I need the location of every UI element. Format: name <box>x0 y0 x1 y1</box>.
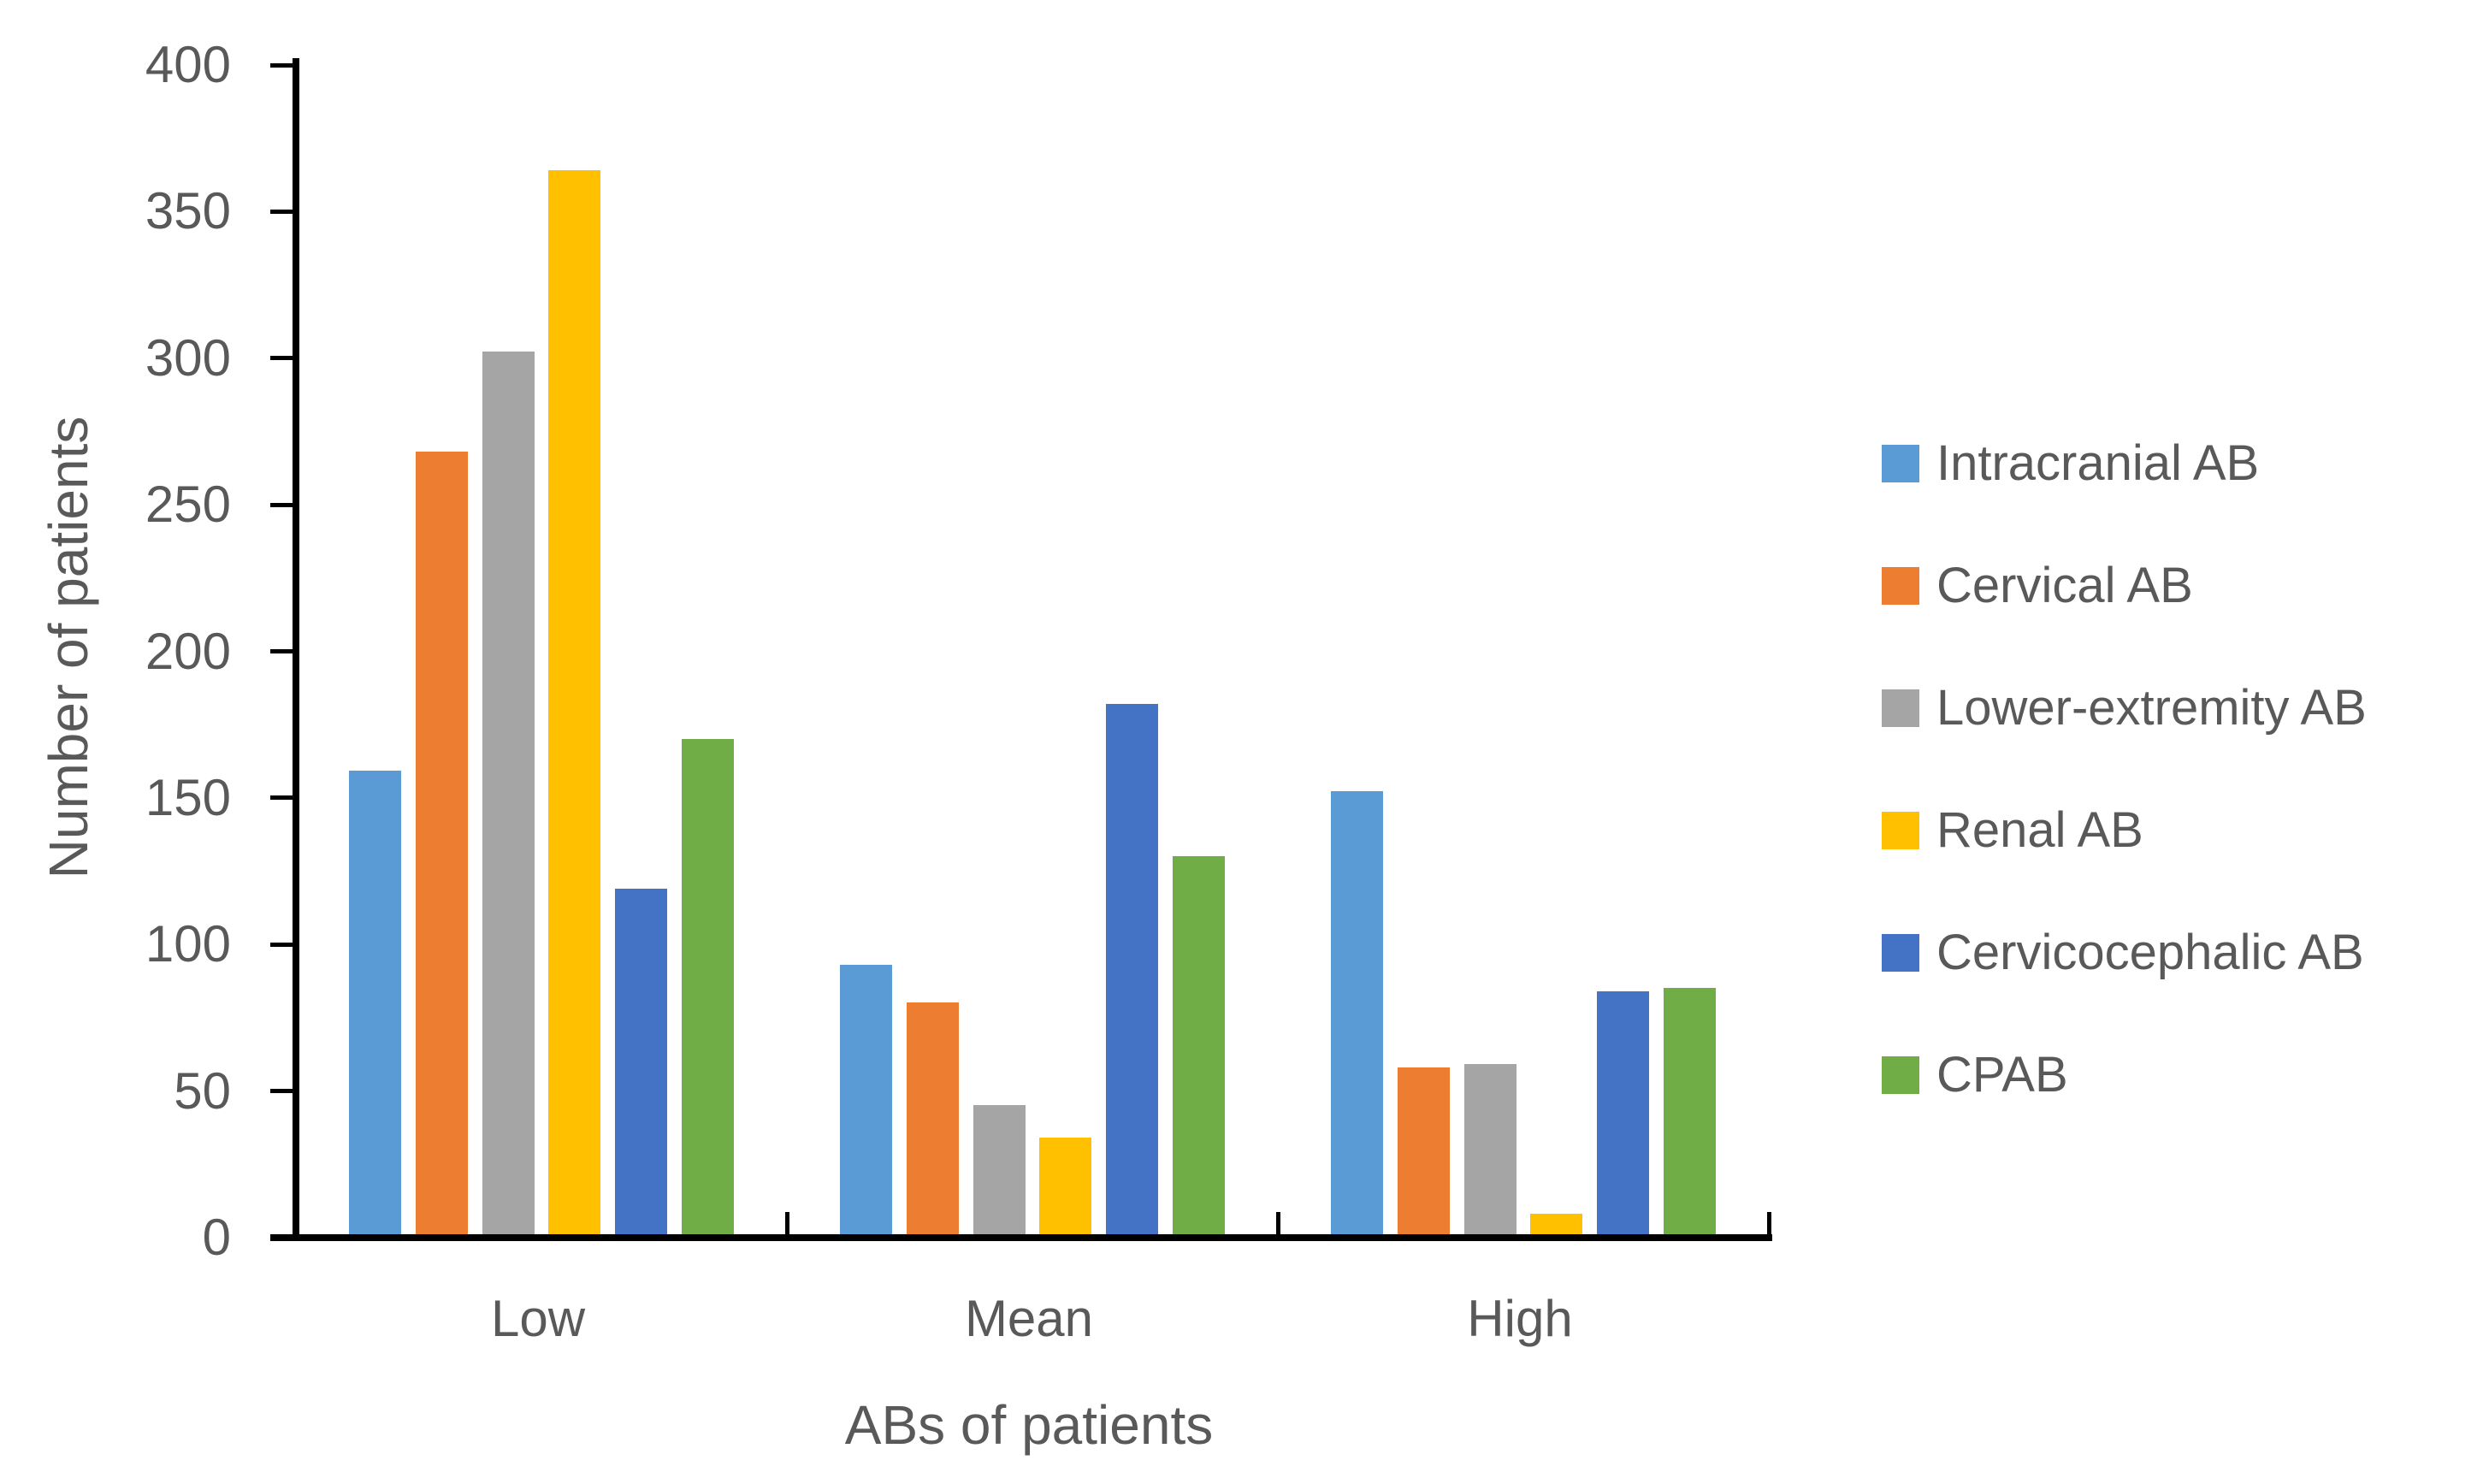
legend-swatch-renal-ab <box>1882 812 1919 849</box>
y-tick-label: 150 <box>145 768 231 826</box>
legend-label-cervicocephalic-ab: Cervicocephalic AB <box>1936 925 2364 980</box>
bar-renal-ab-high <box>1530 1214 1583 1234</box>
bar-cervicocephalic-ab-high <box>1597 990 1650 1234</box>
y-tick-label: 300 <box>145 328 231 387</box>
y-axis-tick <box>270 795 293 801</box>
bar-renal-ab-low <box>548 169 601 1234</box>
bar-cpab-mean <box>1172 855 1225 1234</box>
y-tick-label: 200 <box>145 622 231 680</box>
y-tick-label: 250 <box>145 476 231 534</box>
legend-label-intracranial-ab: Intracranial AB <box>1936 435 2260 491</box>
bar-cervical-ab-mean <box>906 1002 959 1234</box>
y-axis-tick <box>270 502 293 507</box>
x-axis-title: ABs of patients <box>844 1394 1214 1456</box>
bar-cervicocephalic-ab-low <box>615 888 668 1234</box>
bar-cpab-high <box>1663 988 1716 1234</box>
category-label-high: High <box>1467 1290 1573 1347</box>
bar-cervical-ab-low <box>415 451 468 1234</box>
category-label-low: Low <box>490 1290 586 1347</box>
bar-intracranial-ab-mean <box>840 964 893 1234</box>
legend-label-cpab: CPAB <box>1936 1047 2068 1103</box>
y-tick-label: 400 <box>145 36 231 93</box>
legend-label-renal-ab: Renal AB <box>1936 802 2143 858</box>
bar-lower-extremity-ab-low <box>482 352 535 1234</box>
x-axis-line <box>270 1234 1772 1241</box>
legend-item-cervicocephalic-ab: Cervicocephalic AB <box>1882 928 2364 978</box>
y-axis-tick <box>270 942 293 947</box>
bar-cpab-low <box>681 738 734 1234</box>
bar-intracranial-ab-low <box>349 771 402 1234</box>
legend-swatch-cervicocephalic-ab <box>1882 934 1919 972</box>
legend-swatch-intracranial-ab <box>1882 445 1919 482</box>
y-axis-tick <box>270 356 293 361</box>
y-axis-tick <box>270 1235 293 1240</box>
legend-swatch-cpab <box>1882 1056 1919 1094</box>
x-axis-boundary-tick <box>1275 1212 1280 1234</box>
bar-renal-ab-mean <box>1039 1137 1092 1234</box>
legend-swatch-cervical-ab <box>1882 567 1919 605</box>
bar-intracranial-ab-high <box>1331 791 1384 1234</box>
y-axis-tick <box>270 649 293 653</box>
bar-lower-extremity-ab-high <box>1463 1064 1516 1234</box>
x-axis-boundary-tick <box>1766 1212 1771 1234</box>
bar-cervicocephalic-ab-mean <box>1106 703 1159 1234</box>
legend-label-lower-extremity-ab: Lower-extremity AB <box>1936 680 2367 736</box>
y-axis-tick <box>270 209 293 214</box>
y-axis-tick <box>270 62 293 68</box>
y-axis-tick <box>270 1089 293 1094</box>
category-label-mean: Mean <box>964 1290 1094 1347</box>
legend-swatch-lower-extremity-ab <box>1882 689 1919 727</box>
y-tick-label: 50 <box>174 1061 231 1120</box>
y-tick-label: 0 <box>202 1209 231 1266</box>
bar-cervical-ab-high <box>1397 1067 1450 1234</box>
legend-item-renal-ab: Renal AB <box>1882 806 2143 855</box>
legend-item-cpab: CPAB <box>1882 1050 2068 1100</box>
legend-label-cervical-ab: Cervical AB <box>1936 558 2193 613</box>
legend-item-lower-extremity-ab: Lower-extremity AB <box>1882 683 2367 733</box>
legend-item-intracranial-ab: Intracranial AB <box>1882 439 2259 488</box>
y-tick-label: 350 <box>145 182 231 240</box>
y-axis-line <box>293 58 299 1241</box>
y-tick-label: 100 <box>145 915 231 973</box>
bar-lower-extremity-ab-mean <box>973 1105 1026 1234</box>
legend-item-cervical-ab: Cervical AB <box>1882 561 2193 611</box>
x-axis-boundary-tick <box>784 1212 789 1234</box>
